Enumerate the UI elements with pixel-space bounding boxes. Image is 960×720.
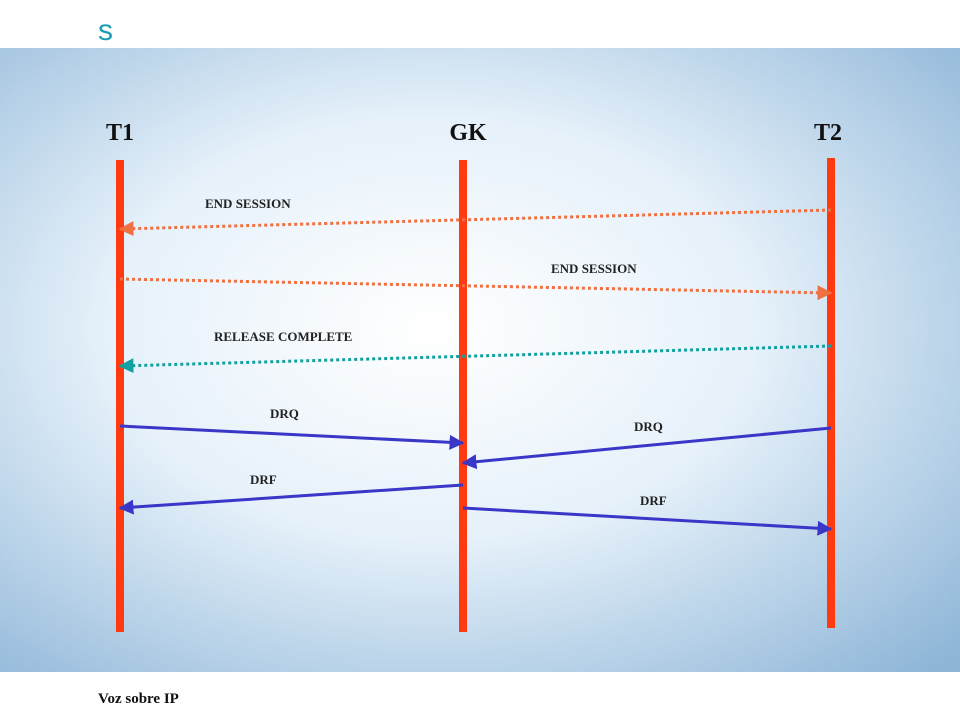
message-label: DRF: [250, 472, 277, 487]
message-label: DRF: [640, 493, 667, 508]
entity-label: T1: [106, 120, 134, 146]
message-label: RELEASE COMPLETE: [214, 329, 352, 344]
entity-label: T2: [814, 120, 842, 146]
message-arrow: [462, 506, 833, 536]
footer-text: Voz sobre IP: [98, 691, 179, 707]
message-arrow: [118, 483, 464, 515]
entity-label: GK: [449, 120, 487, 146]
message-arrow: [119, 277, 833, 301]
header-title: s: [98, 14, 113, 47]
message-label: DRQ: [634, 419, 663, 434]
message-arrow: [461, 426, 832, 470]
message-arrow: [119, 424, 465, 450]
background-image: [0, 48, 960, 672]
message-arrow: [118, 344, 832, 374]
message-arrow: [118, 208, 832, 237]
message-label: END SESSION: [551, 261, 637, 276]
message-label: DRQ: [270, 406, 299, 421]
message-label: END SESSION: [205, 196, 291, 211]
